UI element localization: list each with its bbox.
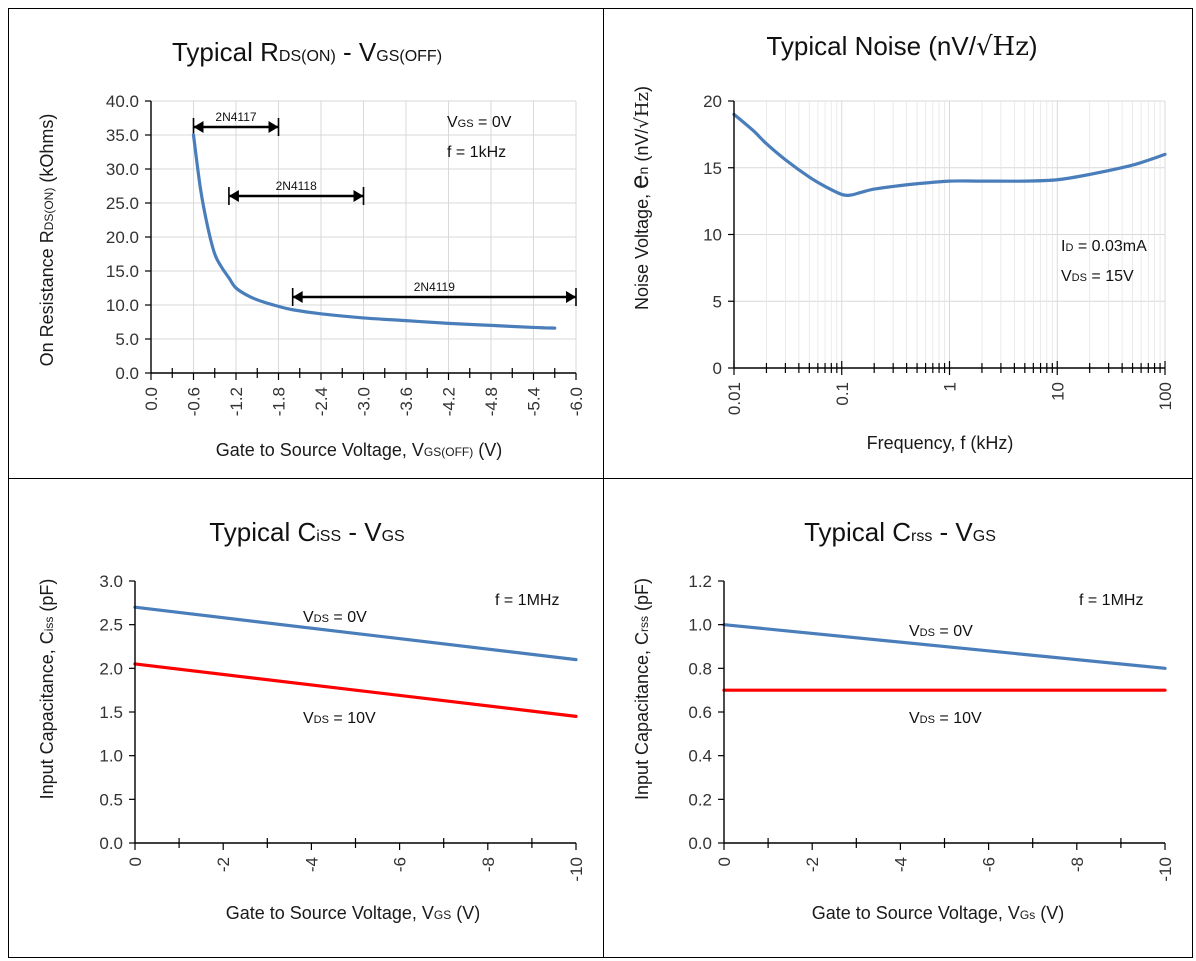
- x-tick-label: -8: [479, 857, 498, 872]
- y-tick-label: 0.0: [688, 834, 712, 853]
- annotation-id: ID = 0.03mA: [1061, 238, 1147, 255]
- y-tick-label: 5: [713, 292, 722, 311]
- series-line-0: [191, 133, 557, 330]
- range-arrow-2n4118: 2N4118: [228, 179, 365, 205]
- chart-title: Typical RDS(ON) - VGS(OFF): [172, 37, 442, 67]
- y-tick-label: 15.0: [106, 262, 139, 281]
- annotation-frequency: f = 1MHz: [495, 592, 559, 609]
- x-tick-label: -10: [567, 857, 586, 882]
- y-tick-label: 25.0: [106, 194, 139, 213]
- series-line-0: [732, 112, 1167, 198]
- y-tick-label: 0.0: [99, 834, 123, 853]
- x-tick-label: 100: [1156, 382, 1175, 410]
- range-label: 2N4117: [215, 110, 256, 124]
- chart-crss: Typical Crss - VGS 0.0 0.2 0.4 0.6 0.8 1.0 1.2…: [632, 517, 1175, 923]
- chart-rds-on: Typical RDS(ON) - VGS(OFF) 2N4117 2N4118 2…: [37, 37, 586, 460]
- y-tick-label: 1.0: [99, 747, 123, 766]
- x-tick-label: -10: [1156, 857, 1175, 882]
- y-tick-label: 20: [703, 92, 722, 111]
- annotation-frequency: f = 1kHz: [447, 144, 506, 161]
- range-arrow-2n4117: 2N4117: [192, 110, 280, 136]
- series-line-0: [722, 623, 1167, 670]
- y-tick-label: 0.2: [688, 790, 712, 809]
- x-tick-label: -8: [1068, 857, 1087, 872]
- y-tick-label: 15: [703, 159, 722, 178]
- x-tick-label: -0.6: [185, 387, 204, 416]
- chart-panel-noise: Typical Noise (nV/√Hz) 0 5 10 15 20 0.01 0.1 1 1…: [603, 8, 1193, 480]
- x-tick-label: 0: [715, 857, 734, 866]
- range-label: 2N4119: [414, 280, 455, 294]
- series-line-0: [133, 605, 578, 662]
- y-tick-label: 2.0: [99, 659, 123, 678]
- x-tick-label: -2.4: [312, 387, 331, 416]
- x-tick-label: -4.8: [482, 387, 501, 416]
- x-tick-label: -1.2: [227, 387, 246, 416]
- y-tick-label: 0.6: [688, 703, 712, 722]
- x-tick-label: -6.0: [567, 387, 586, 416]
- x-tick-label: -4.2: [440, 387, 459, 416]
- annotation-vds: VDS = 15V: [1061, 268, 1134, 285]
- x-axis-label: Gate to Source Voltage, VGs (V): [812, 903, 1064, 923]
- y-tick-label: 0: [713, 359, 722, 378]
- x-tick-label: -4: [302, 857, 321, 872]
- y-tick-label: 10.0: [106, 296, 139, 315]
- x-tick-label: 1: [941, 382, 960, 391]
- annotation-vgs: VGS = 0V: [447, 114, 512, 131]
- chart-title: Typical Noise (nV/√Hz): [766, 31, 1037, 62]
- x-tick-label: -4: [891, 857, 910, 872]
- y-tick-label: 0.4: [688, 747, 712, 766]
- series-label-vds-10v: VDS = 10V: [909, 710, 982, 727]
- y-tick-label: 1.2: [688, 572, 712, 591]
- chart-panel-crss: Typical Crss - VGS 0.0 0.2 0.4 0.6 0.8 1.0 1.2…: [603, 478, 1193, 958]
- y-axis-label: Noise Voltage, en (nV/√Hz): [624, 86, 654, 310]
- y-axis-label: Input Capacitance, Crss (pF): [632, 578, 652, 800]
- series-label-vds-10v: VDS = 10V: [303, 710, 376, 727]
- chart-panel-ciss: Typical CiSS - VGS 0.0 0.5 1.0 1.5 2.0 2.5 3.0…: [8, 478, 605, 958]
- x-tick-label: 0.01: [725, 382, 744, 415]
- y-tick-label: 35.0: [106, 126, 139, 145]
- x-axis-label: Frequency, f (kHz): [867, 433, 1014, 453]
- chart-noise: Typical Noise (nV/√Hz) 0 5 10 15 20 0.01 0.1 1 1…: [624, 31, 1175, 453]
- y-tick-label: 0.5: [99, 790, 123, 809]
- y-tick-label: 5.0: [115, 330, 139, 349]
- y-tick-label: 30.0: [106, 160, 139, 179]
- y-tick-label: 0.8: [688, 659, 712, 678]
- x-tick-label: -3.0: [355, 387, 374, 416]
- series-label-vds-0v: VDS = 0V: [909, 623, 973, 640]
- y-axis-label: On Resistance RDS(ON) (kOhms): [37, 114, 57, 367]
- chart-ciss: Typical CiSS - VGS 0.0 0.5 1.0 1.5 2.0 2.5 3.0…: [37, 517, 586, 923]
- x-tick-label: 10: [1048, 382, 1067, 401]
- y-axis-label: Input Capacitance, Ciss (pF): [37, 579, 57, 800]
- y-tick-label: 3.0: [99, 572, 123, 591]
- range-arrow-2n4119: 2N4119: [291, 280, 577, 306]
- y-tick-label: 1.0: [688, 616, 712, 635]
- x-tick-label: 0.0: [142, 387, 161, 411]
- x-axis-label: Gate to Source Voltage, VGS (V): [226, 903, 480, 923]
- y-tick-label: 1.5: [99, 703, 123, 722]
- x-tick-label: -1.8: [270, 387, 289, 416]
- chart-title: Typical Crss - VGS: [804, 517, 996, 547]
- y-tick-label: 2.5: [99, 616, 123, 635]
- y-tick-label: 20.0: [106, 228, 139, 247]
- x-tick-label: 0.1: [833, 382, 852, 406]
- series-line-1: [133, 662, 578, 718]
- x-tick-label: -3.6: [397, 387, 416, 416]
- x-tick-label: -2: [214, 857, 233, 872]
- range-label: 2N4118: [276, 179, 317, 193]
- chart-title: Typical CiSS - VGS: [209, 517, 404, 547]
- y-tick-label: 40.0: [106, 92, 139, 111]
- chart-panel-rds-on: Typical RDS(ON) - VGS(OFF) 2N4117 2N4118 2…: [8, 8, 605, 480]
- y-tick-label: 0.0: [115, 364, 139, 383]
- series-label-vds-0v: VDS = 0V: [303, 609, 367, 626]
- annotation-frequency: f = 1MHz: [1079, 592, 1143, 609]
- x-tick-label: -5.4: [525, 387, 544, 416]
- y-tick-label: 10: [703, 226, 722, 245]
- x-tick-label: -2: [803, 857, 822, 872]
- x-tick-label: -6: [980, 857, 999, 872]
- x-tick-label: 0: [126, 857, 145, 866]
- x-tick-label: -6: [391, 857, 410, 872]
- x-axis-label: Gate to Source Voltage, VGS(OFF) (V): [216, 440, 502, 460]
